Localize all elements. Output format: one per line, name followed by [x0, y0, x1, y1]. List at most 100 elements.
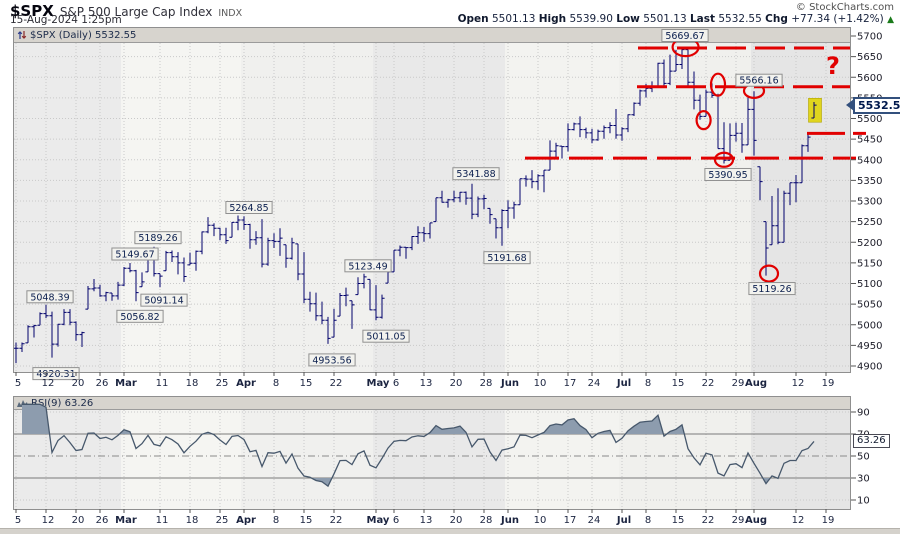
x-tick-label-rsi: 26	[96, 515, 109, 526]
x-tick-label-rsi: May	[367, 515, 390, 526]
price-flag-label: 5149.67	[111, 247, 159, 261]
low-label: Low	[616, 13, 640, 25]
price-flag-label: 5119.26	[748, 282, 796, 296]
svg-text:5341.88: 5341.88	[456, 169, 495, 180]
x-tick-label-rsi: 19	[822, 515, 835, 526]
current-rsi-tag: 63.26	[853, 434, 890, 448]
price-flag-label: 5091.14	[140, 293, 188, 307]
annotation-circle	[713, 151, 735, 168]
x-tick-label-rsi: 22	[702, 515, 715, 526]
rsi-overbought-fill	[22, 404, 814, 434]
x-tick-label-rsi: 5	[15, 515, 21, 526]
x-tick-label: 8	[645, 378, 651, 389]
price-bars-icon	[17, 30, 27, 40]
svg-text:5091.14: 5091.14	[144, 296, 183, 307]
copyright: © StockCharts.com	[795, 2, 894, 13]
x-tick-label-rsi: 8	[645, 515, 651, 526]
x-tick-label-rsi: 15	[672, 515, 685, 526]
rsi-line	[22, 403, 815, 488]
current-price-tag: 5532.55	[845, 97, 900, 114]
chg-label: Chg	[765, 13, 788, 25]
y-tick-label: 5500	[857, 114, 882, 125]
rsi-y-tick-label: 50	[857, 452, 870, 463]
rsi-y-tick-label: 10	[857, 496, 870, 507]
x-tick-label-rsi: 20	[72, 515, 85, 526]
x-tick-label: Aug	[745, 378, 767, 389]
svg-text:5566.16: 5566.16	[739, 76, 778, 87]
month-band	[619, 43, 751, 372]
month-band-rsi	[241, 410, 373, 509]
x-tick-label: 22	[330, 378, 343, 389]
price-flag-label: 4953.56	[308, 353, 356, 367]
svg-text:5264.85: 5264.85	[229, 203, 268, 214]
month-band	[505, 43, 619, 372]
svg-text:4920.31: 4920.31	[36, 369, 75, 380]
x-tick-label: 13	[420, 378, 433, 389]
x-tick-label-rsi: Mar	[115, 515, 137, 526]
x-tick-label: 22	[702, 378, 715, 389]
y-tick-label: 5000	[857, 320, 882, 331]
svg-text:5056.82: 5056.82	[120, 312, 159, 323]
question-mark-annotation: ?	[826, 52, 840, 80]
x-tick-label: 15	[672, 378, 685, 389]
price-flag-label: 5123.49	[344, 259, 392, 273]
price-flag-label: 5056.82	[116, 309, 164, 323]
x-tick-label: 26	[96, 378, 109, 389]
y-tick-label: 5700	[857, 32, 882, 43]
svg-text:5669.67: 5669.67	[665, 31, 704, 42]
month-band	[13, 43, 121, 372]
x-tick-label-rsi: Aug	[745, 515, 767, 526]
price-flag-label: 5191.68	[483, 251, 531, 265]
y-tick-label: 5650	[857, 52, 882, 63]
x-tick-label-rsi: 15	[300, 515, 313, 526]
price-flag-label: 5390.95	[704, 167, 752, 181]
x-tick-label-rsi: Apr	[236, 515, 256, 526]
svg-text:5048.39: 5048.39	[30, 292, 69, 303]
y-tick-label: 5050	[857, 300, 882, 311]
x-tick-label-rsi: 13	[420, 515, 433, 526]
open-value: 5501.13	[492, 13, 536, 25]
x-tick-label: 25	[216, 378, 229, 389]
price-flag-label: 4920.31	[32, 367, 80, 381]
x-tick-label: 24	[588, 378, 601, 389]
price-flag-label: 5189.26	[134, 231, 182, 245]
main-panel-border	[13, 27, 851, 373]
x-tick-label-rsi: 10	[534, 515, 547, 526]
high-label: High	[538, 13, 567, 25]
month-band	[751, 43, 851, 372]
x-tick-label: Mar	[115, 378, 137, 389]
x-tick-label-rsi: 11	[156, 515, 169, 526]
x-tick-label-rsi: Jul	[616, 515, 631, 526]
price-flag-label: 5566.16	[735, 73, 783, 87]
price-flag-label: 5264.85	[225, 200, 273, 214]
last-label: Last	[689, 13, 716, 25]
up-triangle-icon: ▲	[887, 15, 894, 25]
x-tick-label: 6	[393, 378, 399, 389]
price-flag-label: 5669.67	[661, 29, 709, 43]
low-value: 5501.13	[643, 13, 687, 25]
y-tick-label: 5150	[857, 258, 882, 269]
x-tick-label: May	[367, 378, 390, 389]
svg-text:5011.05: 5011.05	[366, 332, 405, 343]
x-tick-label-rsi: 18	[186, 515, 199, 526]
y-tick-label: 4900	[857, 362, 882, 373]
annotation-circle	[758, 264, 780, 283]
month-band-rsi	[751, 410, 851, 509]
symbol: $SPX	[10, 2, 54, 20]
svg-text:5390.95: 5390.95	[708, 170, 747, 181]
x-tick-label: 10	[534, 378, 547, 389]
price-bars	[13, 48, 817, 364]
x-tick-label: 12	[792, 378, 805, 389]
x-tick-label: Jun	[500, 378, 519, 389]
y-tick-label: 5350	[857, 176, 882, 187]
chart-title: $SPX S&P 500 Large Cap Index INDX	[10, 1, 242, 20]
high-value: 5539.90	[569, 13, 613, 25]
x-tick-label-rsi: Jun	[500, 515, 519, 526]
svg-text:4953.56: 4953.56	[312, 355, 351, 366]
y-tick-label: 5300	[857, 197, 882, 208]
rsi-panel-border	[13, 396, 851, 510]
rsi-y-tick-label: 30	[857, 474, 870, 485]
y-tick-label: 5200	[857, 238, 882, 249]
month-band-rsi	[373, 410, 505, 509]
x-tick-label-rsi: 12	[792, 515, 805, 526]
